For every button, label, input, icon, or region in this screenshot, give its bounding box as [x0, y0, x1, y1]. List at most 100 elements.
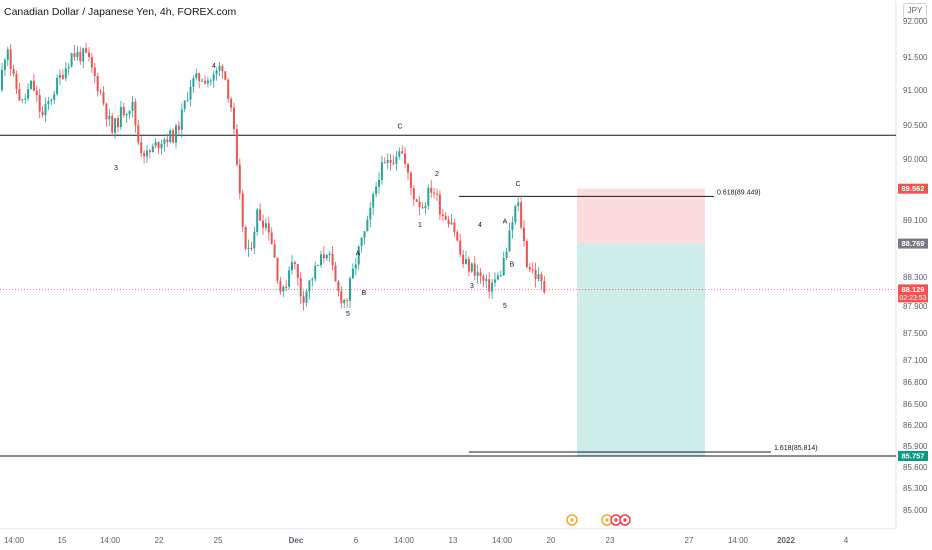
candle	[433, 187, 436, 199]
y-tick-label: 85.900	[903, 442, 928, 451]
candle	[375, 182, 378, 198]
candle-body	[534, 269, 537, 279]
candle-body	[357, 246, 360, 265]
candle	[366, 215, 369, 232]
candle-body	[438, 194, 441, 215]
candle-body	[6, 49, 9, 60]
candle-body	[299, 277, 302, 297]
candle	[230, 96, 233, 112]
candle	[73, 44, 76, 61]
candle-body	[395, 156, 398, 164]
wave-label: 1	[418, 222, 422, 229]
candle-body	[288, 270, 291, 287]
x-tick-label: 14:00	[100, 536, 121, 545]
candle-body	[459, 240, 462, 255]
candle-body	[383, 162, 386, 164]
price-label-box	[898, 183, 928, 194]
candle	[186, 91, 189, 103]
candle-body	[166, 139, 169, 143]
price-label-text: 88.769	[902, 239, 925, 248]
candle-body	[531, 269, 534, 271]
y-tick-label: 86.500	[903, 400, 928, 409]
candle-body	[85, 48, 88, 53]
candle-body	[209, 80, 212, 82]
candle-body	[427, 187, 430, 206]
candle-body	[18, 89, 21, 101]
candle-body	[291, 262, 293, 271]
candle	[50, 98, 53, 106]
candle-body	[99, 91, 102, 93]
price-label-box	[898, 284, 928, 303]
candle	[285, 280, 288, 291]
candle-body	[293, 262, 296, 265]
candle	[305, 289, 308, 307]
candle	[114, 117, 117, 140]
wave-label: B	[362, 290, 367, 297]
x-tick-label: 20	[547, 536, 556, 545]
candle	[525, 238, 528, 269]
price-label-box	[898, 451, 928, 462]
candle-body	[177, 125, 180, 130]
candle	[108, 108, 111, 127]
candle-body	[409, 172, 412, 189]
candle-body	[351, 268, 354, 279]
currency-label[interactable]: JPY	[903, 3, 927, 19]
candle	[235, 124, 238, 167]
y-tick-label: 86.800	[903, 378, 928, 387]
candle	[99, 88, 102, 95]
candle	[383, 157, 386, 164]
candle-body	[256, 209, 259, 233]
candle	[206, 76, 209, 88]
candle	[238, 158, 241, 200]
candle-body	[105, 103, 108, 120]
candle	[24, 93, 27, 105]
event-marker	[610, 514, 622, 526]
candle	[543, 275, 546, 295]
y-tick-label: 87.900	[903, 302, 928, 311]
candle-body	[407, 164, 409, 173]
candle	[343, 298, 346, 309]
candle	[540, 271, 543, 290]
candle	[250, 241, 253, 251]
candle	[38, 88, 41, 119]
candle	[476, 265, 479, 284]
candle-body	[247, 248, 250, 250]
candle	[85, 42, 88, 54]
price-label: 85.757	[898, 451, 928, 462]
candle	[9, 44, 12, 76]
event-marker-dot	[614, 518, 618, 522]
candle	[473, 256, 476, 281]
candle-body	[73, 53, 76, 57]
candle-body	[154, 142, 157, 147]
candle-body	[334, 265, 337, 282]
price-label: 88.769	[898, 238, 928, 249]
candle-body	[418, 201, 421, 208]
y-tick-label: 90.000	[903, 155, 928, 164]
candle-body	[27, 89, 30, 99]
candle	[59, 69, 61, 86]
candle	[146, 144, 148, 164]
candle	[96, 73, 99, 97]
candle-body	[421, 207, 424, 209]
candle	[470, 262, 473, 274]
candle	[140, 135, 143, 158]
candle-body	[375, 186, 378, 194]
candle-body	[389, 160, 392, 163]
candle	[128, 110, 131, 120]
candle-body	[262, 220, 264, 228]
candle-body	[523, 227, 525, 242]
candle	[505, 248, 508, 261]
candle-body	[502, 257, 505, 276]
candle-body	[186, 99, 189, 101]
candle-body	[491, 282, 494, 292]
y-tick-label: 87.100	[903, 356, 928, 365]
candle-body	[453, 222, 456, 233]
candle	[41, 105, 44, 118]
candle	[215, 67, 218, 81]
candle-body	[470, 263, 473, 272]
candle	[244, 226, 247, 251]
candle	[227, 78, 230, 103]
candle-body	[172, 130, 175, 143]
